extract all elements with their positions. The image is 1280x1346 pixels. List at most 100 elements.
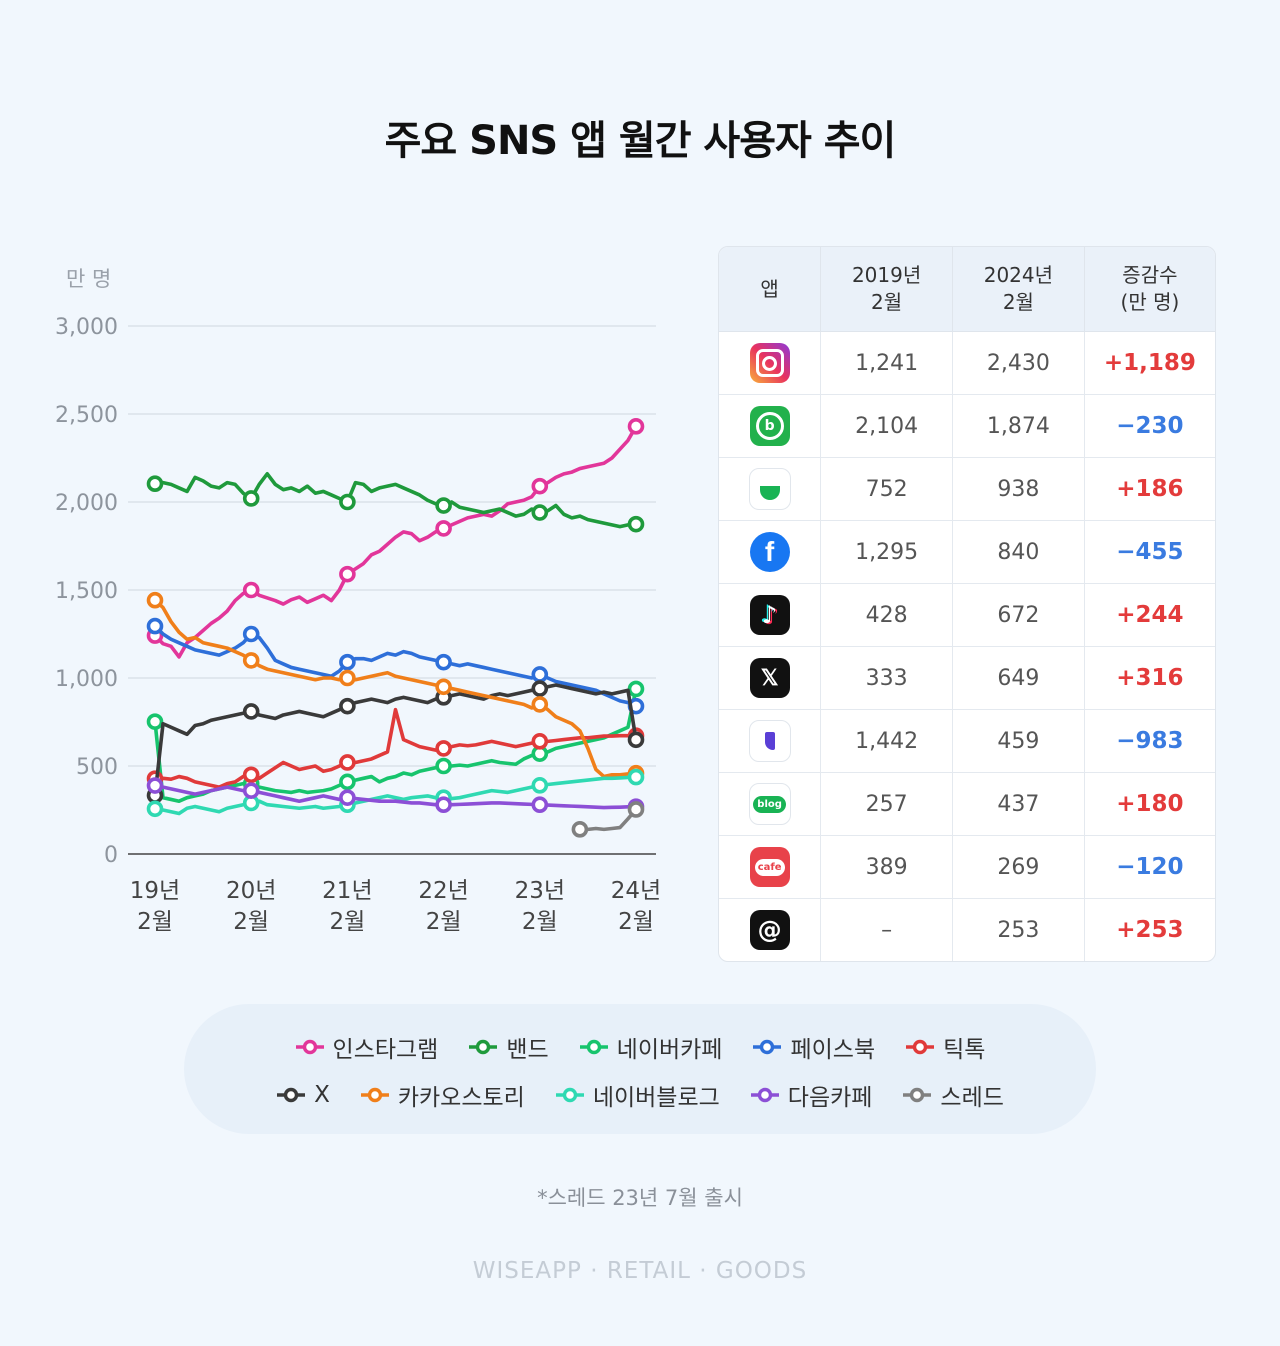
table-row: ♪ 428 672 +244 xyxy=(719,583,1215,647)
footnote: *스레드 23년 7월 출시 xyxy=(537,1186,743,1210)
comparison-table: 앱 2019년 2월 2024년 2월 증감수 (만 명) 1,241 2,430 +1,189… xyxy=(718,246,1216,962)
data-point xyxy=(531,477,549,495)
data-point xyxy=(435,520,452,537)
data-point xyxy=(339,653,356,671)
series-line xyxy=(153,598,638,779)
legend-label: 카카오스토리 xyxy=(397,1085,525,1111)
series-line xyxy=(153,683,638,798)
legend-row: X 카카오스토리 네이버블로그 다음카페 스레드 xyxy=(184,1078,1096,1112)
data-point xyxy=(435,740,452,757)
data-point xyxy=(339,789,356,806)
data-point xyxy=(627,515,645,533)
value-2024-cell: 269 xyxy=(952,835,1085,899)
legend-item: 틱톡 xyxy=(905,1030,985,1064)
legend-item: 밴드 xyxy=(468,1030,549,1064)
data-point xyxy=(242,625,260,643)
table-row: 𝕏 333 649 +316 xyxy=(719,646,1215,710)
value-2024-cell: 672 xyxy=(952,583,1085,647)
value-2019-cell: 428 xyxy=(820,583,953,647)
series-line xyxy=(153,624,638,708)
kakao-story-icon xyxy=(748,720,791,762)
legend-label: 다음카페 xyxy=(787,1085,873,1111)
data-point xyxy=(435,653,452,671)
legend-line-marker xyxy=(295,1039,324,1055)
grid-layer: 0 500 1,000 1,500 2,000 2,500 3,000 xyxy=(55,315,656,868)
data-point xyxy=(531,796,549,814)
delta-cell: −230 xyxy=(1084,394,1215,458)
legend-line-marker xyxy=(277,1087,306,1103)
legend: 인스타그램 밴드 네이버카페 페이스북 틱톡 X 카카오스토리 네이버블로그 다음카페 스레드 xyxy=(184,1004,1096,1134)
data-point xyxy=(242,652,260,669)
x-tick-label: 24년 2월 xyxy=(611,878,661,935)
legend-label: 페이스북 xyxy=(790,1037,876,1063)
daum-cafe-icon: cafe xyxy=(749,847,790,887)
x-tick-label: 19년 2월 xyxy=(130,878,180,935)
x-tick-label: 22년 2월 xyxy=(418,878,468,935)
data-point xyxy=(146,475,164,492)
table-row: blog 257 437 +180 xyxy=(719,772,1215,836)
table-row: b 2,104 1,874 −230 xyxy=(719,394,1215,458)
app-icon-cell: @ xyxy=(719,898,822,961)
series-line xyxy=(153,707,638,789)
value-2019-cell: 333 xyxy=(820,646,953,710)
series-네이버카페 xyxy=(146,680,645,804)
tiktok-icon: ♪ xyxy=(749,595,790,635)
legend-line-marker xyxy=(753,1039,782,1055)
series-밴드 xyxy=(146,472,645,533)
series-다음카페 xyxy=(146,777,645,815)
delta-cell: −120 xyxy=(1084,835,1215,899)
app-icon-cell xyxy=(719,331,822,395)
naver-cafe-icon xyxy=(748,468,791,510)
legend-item: 스레드 xyxy=(902,1078,1004,1112)
data-point xyxy=(339,669,356,687)
app-icon-cell: f xyxy=(719,520,822,584)
legend-label: 인스타그램 xyxy=(332,1037,439,1063)
data-point xyxy=(435,497,452,514)
naver-blog-icon: blog xyxy=(748,783,791,825)
value-2024-cell: 2,430 xyxy=(952,331,1085,395)
y-tick-label: 1,500 xyxy=(55,579,118,604)
data-point xyxy=(531,777,549,794)
instagram-icon xyxy=(749,343,790,383)
y-tick-label: 3,000 xyxy=(55,315,118,340)
data-point xyxy=(146,591,164,609)
x-tick-label: 20년 2월 xyxy=(226,878,276,935)
data-point xyxy=(146,777,164,794)
value-2024-cell: 437 xyxy=(952,772,1085,836)
data-point xyxy=(627,418,645,435)
app-icon-cell: blog xyxy=(719,772,822,836)
y-unit-label: 만 명 xyxy=(66,267,111,291)
data-point xyxy=(242,782,260,799)
legend-line-marker xyxy=(906,1039,935,1055)
table-header-row: 앱 2019년 2월 2024년 2월 증감수 (만 명) xyxy=(719,247,1215,332)
legend-line-marker xyxy=(903,1087,932,1103)
legend-item: 네이버블로그 xyxy=(555,1078,720,1112)
delta-cell: −455 xyxy=(1084,520,1215,584)
value-2019-cell: 2,104 xyxy=(820,394,953,458)
value-2019-cell: 752 xyxy=(820,457,953,521)
value-2019-cell: – xyxy=(820,898,953,961)
data-point xyxy=(339,697,356,715)
data-point xyxy=(146,800,164,818)
legend-line-marker xyxy=(360,1087,389,1103)
data-point xyxy=(531,696,549,713)
app-icon-cell xyxy=(719,457,822,521)
table-header-cell: 증감수 (만 명) xyxy=(1084,247,1215,332)
legend-item: 다음카페 xyxy=(750,1078,873,1112)
data-point xyxy=(242,581,260,599)
app-icon-cell: 𝕏 xyxy=(719,646,822,710)
table-row: 1,442 459 −983 xyxy=(719,709,1215,773)
value-2019-cell: 1,442 xyxy=(820,709,953,773)
data-point xyxy=(146,617,164,635)
delta-cell: +253 xyxy=(1116,917,1184,943)
data-point xyxy=(627,801,645,818)
value-2019-cell: 1,241 xyxy=(820,331,953,395)
threads-icon: @ xyxy=(749,910,790,950)
series-line xyxy=(153,472,638,529)
legend-row: 인스타그램 밴드 네이버카페 페이스북 틱톡 xyxy=(184,1030,1096,1064)
value-2024-cell: 253 xyxy=(952,898,1085,961)
table-row: f 1,295 840 −455 xyxy=(719,520,1215,584)
data-point xyxy=(531,666,549,683)
series-line xyxy=(153,783,638,810)
table-row: cafe 389 269 −120 xyxy=(719,835,1215,899)
